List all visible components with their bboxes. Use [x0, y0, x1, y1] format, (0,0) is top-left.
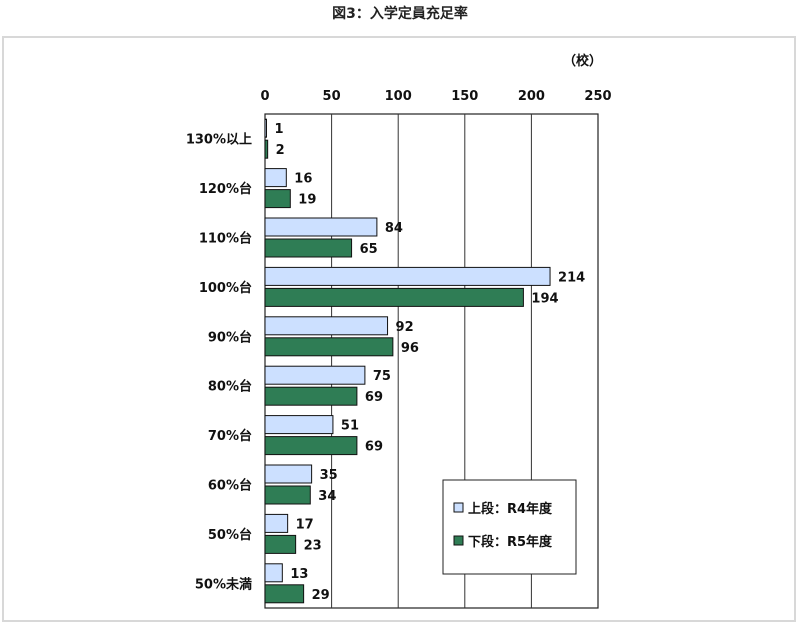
data-label: 214	[558, 270, 585, 285]
bar-r5	[264, 436, 358, 456]
chart-frame: （校） 0 50 100 150 200 250 130%以上 1 2 120%台 16 19 110%…	[2, 36, 796, 622]
data-label: 23	[304, 538, 322, 553]
bar-r4	[264, 415, 334, 435]
data-label: 2	[276, 143, 285, 158]
bar-r4	[264, 365, 366, 385]
data-label: 13	[290, 567, 308, 582]
data-label: 51	[341, 419, 359, 434]
bar-layer	[264, 118, 551, 604]
x-tick-label: 250	[584, 89, 611, 104]
label-layer: 0 50 100 150 200 250 130%以上 1 2 120%台 16 19 110%台 84 6…	[186, 89, 612, 603]
data-label: 84	[385, 221, 403, 236]
data-label: 65	[360, 242, 378, 257]
category-label: 50%台	[208, 527, 252, 543]
bar-r4	[264, 118, 267, 138]
bar-chart: （校） 0 50 100 150 200 250 130%以上 1 2 120%台 16 19 110%…	[186, 53, 612, 609]
data-label: 92	[396, 320, 414, 335]
data-label: 75	[373, 369, 391, 384]
legend-label: 下段：R5年度	[468, 534, 553, 550]
category-label: 50%未満	[195, 576, 252, 592]
data-label: 16	[294, 172, 312, 187]
bar-r4	[264, 316, 389, 336]
x-tick-label: 50	[323, 89, 341, 104]
data-label: 69	[365, 440, 383, 455]
x-tick-label: 0	[260, 89, 269, 104]
bar-r5	[264, 485, 311, 505]
category-label: 100%台	[199, 280, 252, 296]
data-label: 69	[365, 390, 383, 405]
plot-area	[264, 113, 599, 609]
unit-label: （校）	[563, 53, 602, 69]
bar-r4	[264, 513, 289, 533]
legend-swatch	[453, 535, 464, 546]
bar-r5	[264, 386, 358, 406]
bar-r5	[264, 584, 305, 604]
bar-r5	[264, 287, 524, 307]
bar-r5	[264, 238, 353, 258]
bar-r5	[264, 534, 297, 554]
bar-r4	[264, 217, 378, 237]
data-label: 1	[275, 122, 284, 137]
category-label: 70%台	[208, 428, 252, 444]
x-tick-label: 200	[518, 89, 545, 104]
category-label: 120%台	[199, 181, 252, 197]
legend-swatch	[453, 502, 464, 513]
data-label: 35	[320, 468, 338, 483]
category-label: 90%台	[208, 329, 252, 345]
data-label: 34	[318, 489, 336, 504]
data-label: 17	[296, 517, 314, 532]
bar-r4	[264, 563, 283, 583]
legend-label: 上段：R4年度	[468, 501, 553, 517]
bar-r5	[264, 337, 394, 357]
category-label: 60%台	[208, 478, 252, 494]
category-label: 80%台	[208, 379, 252, 395]
bar-r4	[264, 266, 551, 286]
data-label: 29	[312, 588, 330, 603]
figure-title: 図3：入学定員充足率	[332, 6, 468, 22]
bar-r4	[264, 464, 313, 484]
bar-r5	[264, 139, 269, 159]
data-label: 19	[298, 193, 316, 208]
category-label: 110%台	[199, 231, 252, 247]
bar-r4	[264, 168, 287, 188]
bar-r5	[264, 189, 291, 209]
data-label: 194	[531, 291, 558, 306]
category-label: 130%以上	[186, 133, 252, 148]
x-tick-label: 100	[385, 89, 412, 104]
legend-box	[442, 479, 577, 575]
x-tick-label: 150	[451, 89, 478, 104]
data-label: 96	[401, 341, 419, 356]
